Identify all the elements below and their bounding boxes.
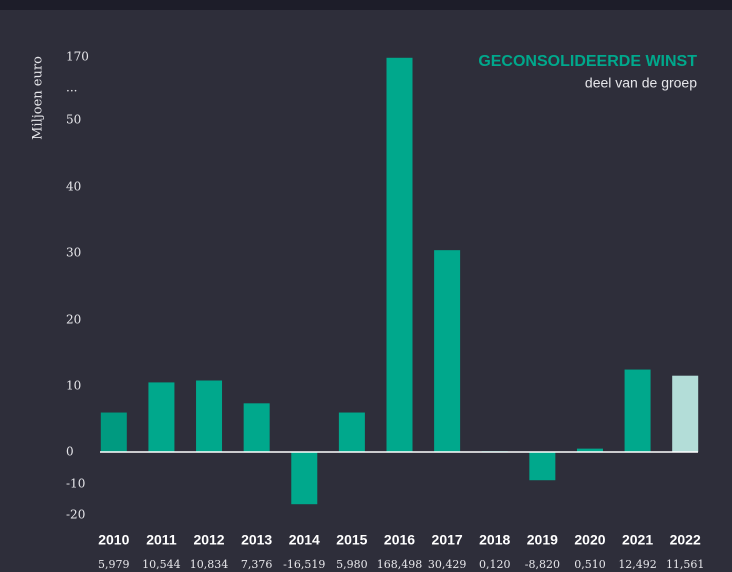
x-tick-label: 2019 — [527, 532, 558, 548]
value-label: 10,834 — [190, 558, 229, 571]
y-tick-label: 30 — [66, 246, 81, 260]
value-label: 11,561 — [666, 558, 705, 571]
x-tick-label: 2018 — [479, 532, 510, 548]
y-tick-label: -10 — [66, 477, 85, 491]
axis-break: ... — [66, 81, 77, 95]
y-axis-label: Miljoen euro — [31, 56, 46, 140]
chart-subtitle: deel van de groep — [585, 75, 697, 91]
bar — [196, 380, 223, 452]
value-label: 5,979 — [98, 558, 130, 571]
value-label: 0,510 — [574, 558, 606, 571]
bar — [624, 369, 651, 452]
top-bar — [0, 0, 732, 10]
x-tick-label: 2016 — [384, 532, 415, 548]
y-tick-label: 10 — [66, 379, 81, 393]
x-tick-label: 2011 — [146, 532, 177, 548]
bar — [148, 382, 175, 452]
value-label: 30,429 — [428, 558, 467, 571]
x-tick-label: 2022 — [670, 532, 701, 548]
value-label: 7,376 — [241, 558, 273, 571]
y-tick-label: -20 — [66, 508, 85, 522]
x-tick-label: 2013 — [241, 532, 272, 548]
y-tick-label: 20 — [66, 313, 81, 327]
bar — [100, 412, 127, 452]
value-label: 5,980 — [336, 558, 368, 571]
bar — [529, 452, 556, 481]
bar — [243, 403, 270, 452]
value-label: 12,492 — [618, 558, 657, 571]
bar — [386, 57, 413, 453]
y-tick-label: 0 — [66, 445, 74, 459]
y-tick-label: 50 — [66, 113, 81, 127]
y-tick-label: 40 — [66, 180, 81, 194]
x-tick-label: 2010 — [98, 532, 129, 548]
bar — [576, 448, 603, 452]
x-tick-label: 2015 — [336, 532, 367, 548]
x-tick-label: 2014 — [289, 532, 320, 548]
bar — [672, 375, 699, 452]
x-tick-label: 2017 — [432, 532, 463, 548]
bar — [338, 412, 365, 452]
value-label: 168,498 — [377, 558, 423, 571]
value-label: -16,519 — [283, 558, 325, 571]
chart-title: GECONSOLIDEERDE WINST — [478, 53, 697, 70]
bar — [291, 452, 318, 505]
x-tick-label: 2012 — [193, 532, 224, 548]
x-tick-label: 2020 — [574, 532, 605, 548]
value-label: -8,820 — [525, 558, 560, 571]
value-label: 10,544 — [142, 558, 181, 571]
bar — [434, 250, 461, 452]
value-label: 0,120 — [479, 558, 511, 571]
x-tick-label: 2021 — [622, 532, 653, 548]
y-tick-label: 170 — [66, 50, 89, 64]
